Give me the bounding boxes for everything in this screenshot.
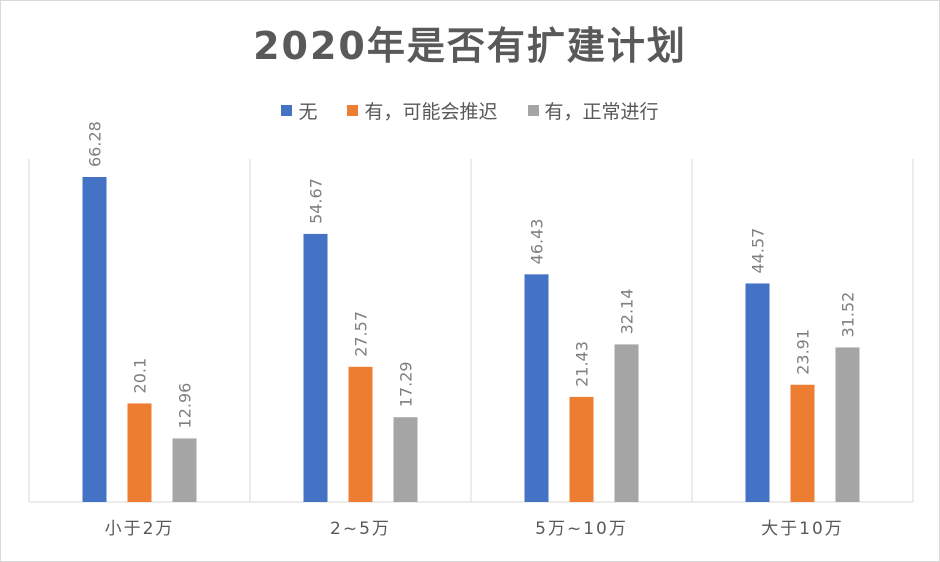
legend-swatch-normal bbox=[527, 105, 539, 116]
legend-label-normal: 有，正常进行 bbox=[544, 101, 659, 123]
data-label: 32.14 bbox=[618, 289, 637, 335]
data-label: 31.52 bbox=[839, 292, 858, 338]
data-label: 17.29 bbox=[397, 361, 416, 407]
bar bbox=[393, 417, 418, 502]
bar bbox=[614, 344, 639, 502]
data-label: 20.1 bbox=[131, 358, 150, 394]
legend-label-delayed: 有，可能会推迟 bbox=[364, 101, 498, 123]
legend-swatch-none bbox=[281, 105, 293, 116]
x-tick-label: 5万~10万 bbox=[535, 519, 628, 539]
data-label: 46.43 bbox=[528, 219, 547, 265]
chart-title: 2020年是否有扩建计划 bbox=[253, 24, 687, 68]
data-label: 21.43 bbox=[573, 341, 592, 387]
legend-label-none: 无 bbox=[298, 101, 318, 123]
legend: 无 有，可能会推迟 有，正常进行 bbox=[1, 97, 939, 124]
data-label: 66.28 bbox=[86, 121, 105, 167]
legend-item-normal: 有，正常进行 bbox=[527, 97, 659, 124]
bar bbox=[569, 396, 594, 502]
x-tick-label: 小于2万 bbox=[105, 519, 175, 539]
bar bbox=[790, 384, 815, 502]
legend-swatch-delayed bbox=[347, 105, 359, 116]
legend-item-none: 无 bbox=[281, 97, 317, 124]
legend-item-delayed: 有，可能会推迟 bbox=[347, 97, 498, 124]
bar bbox=[127, 403, 152, 502]
bar bbox=[82, 177, 107, 502]
bar bbox=[303, 233, 328, 502]
data-label: 12.96 bbox=[176, 383, 195, 429]
x-tick-label: 2~5万 bbox=[330, 519, 391, 539]
x-tick-label: 大于10万 bbox=[761, 519, 844, 539]
bar bbox=[524, 274, 549, 502]
data-label: 27.57 bbox=[352, 311, 371, 357]
bar bbox=[745, 283, 770, 502]
data-label: 23.91 bbox=[794, 329, 813, 375]
data-label: 54.67 bbox=[307, 178, 326, 224]
bar bbox=[172, 438, 197, 502]
data-label: 44.57 bbox=[749, 228, 768, 274]
bar bbox=[348, 366, 373, 502]
bar bbox=[835, 347, 860, 502]
